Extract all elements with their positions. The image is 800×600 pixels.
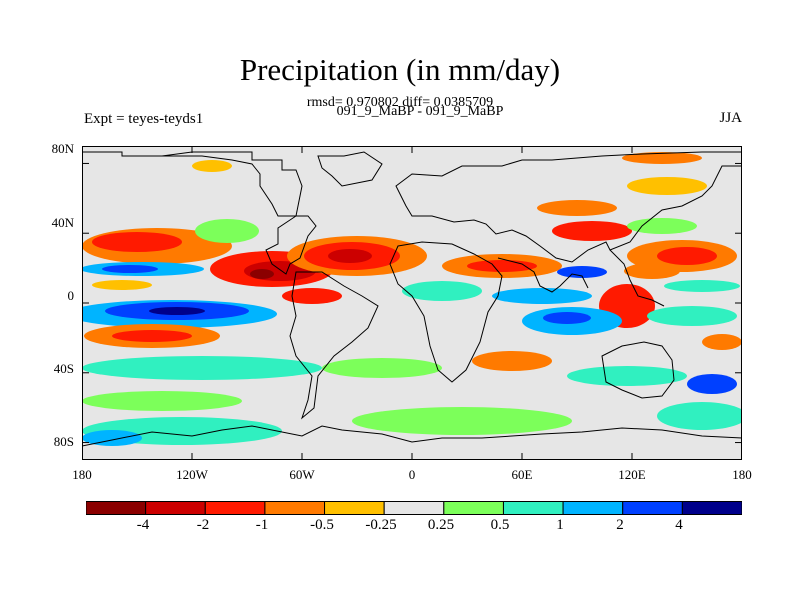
precipitation-fields xyxy=(82,152,742,446)
colorbar-swatch xyxy=(502,501,564,515)
colorbar-swatch xyxy=(264,501,326,515)
colorbar-label: 1 xyxy=(556,517,564,533)
experiment-label: Expt = teyes-teyds1 xyxy=(84,111,204,127)
x-tick-label: 60E xyxy=(511,467,533,482)
colorbar-swatch xyxy=(443,501,504,515)
colorbar-label: 0.5 xyxy=(490,517,510,533)
colorbar-label: -0.5 xyxy=(310,517,334,533)
x-tick-label: 180 xyxy=(72,467,92,482)
colorbar-label: 2 xyxy=(616,517,624,533)
colorbar-swatch xyxy=(145,501,206,515)
y-tick-label: 80S xyxy=(53,434,74,449)
colorbar-swatch xyxy=(324,501,385,515)
y-tick-label: 80N xyxy=(51,141,74,156)
colorbar-swatch xyxy=(622,501,683,515)
colorbar xyxy=(86,501,742,515)
y-tick-label: 40N xyxy=(51,215,74,230)
x-tick-label: 60W xyxy=(289,467,315,482)
x-tick-label: 120W xyxy=(176,467,208,482)
x-tick-label: 0 xyxy=(408,467,416,482)
colorbar-swatch xyxy=(681,501,742,515)
map-title: Precipitation (in mm/day) xyxy=(239,52,561,87)
x-tick-label: 180 xyxy=(732,467,752,482)
y-tick-label: 0 xyxy=(67,288,75,303)
season-label: JJA xyxy=(719,110,742,126)
colorbar-label: -0.25 xyxy=(365,517,397,533)
colorbar-label: 4 xyxy=(675,517,683,533)
colorbar-swatch xyxy=(204,501,266,515)
experiment-ids-line: 091_9_MaBP - 091_9_MaBP xyxy=(336,104,504,119)
colorbar-swatch xyxy=(562,501,624,515)
precipitation-difference-map xyxy=(82,146,742,460)
x-tick-label: 120E xyxy=(618,467,646,482)
statistics-line: rmsd= 0.970802 diff= 0.0385709 xyxy=(306,95,494,110)
colorbar-label: -2 xyxy=(196,517,210,533)
colorbar-label: 0.25 xyxy=(427,517,455,533)
colorbar-label: -4 xyxy=(136,517,150,533)
colorbar-swatch xyxy=(383,501,445,515)
y-tick-label: 40S xyxy=(53,361,74,376)
colorbar-swatch xyxy=(86,501,147,515)
axis-ticks xyxy=(82,146,742,460)
colorbar-label: -1 xyxy=(255,517,269,533)
continent-outlines xyxy=(82,151,742,447)
